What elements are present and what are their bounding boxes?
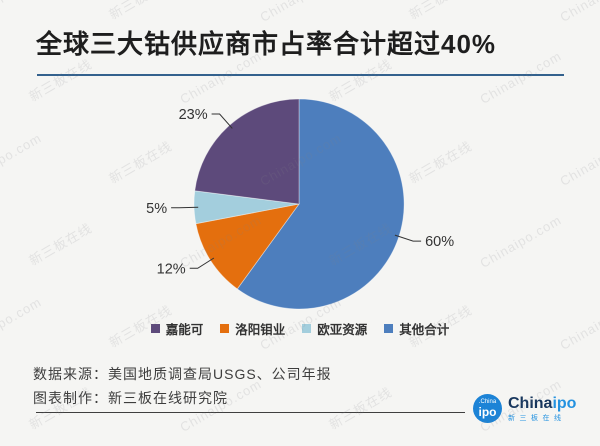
badge-top-text: .China (478, 398, 497, 405)
pie-slice-3 (194, 98, 300, 205)
chart-legend: 嘉能可 洛阳钼业 欧亚资源 其他合计 (0, 319, 600, 338)
title-divider (37, 74, 564, 76)
legend-item-1: 洛阳钼业 (220, 319, 285, 338)
leader-line-2 (171, 206, 199, 209)
legend-label: 洛阳钼业 (235, 323, 286, 337)
legend-item-3: 其他合计 (384, 319, 449, 338)
data-source-line: 数据来源：美国地质调查局USGS、公司年报 (33, 366, 332, 382)
footer-divider (36, 412, 465, 413)
data-label-3: 23% (179, 107, 208, 123)
chinaipo-wordmark: Chinaipo 新三板在线 (508, 394, 577, 422)
legend-swatch-icon (384, 324, 394, 333)
legend-item-2: 欧亚资源 (302, 319, 367, 338)
legend-swatch-icon (220, 324, 230, 333)
legend-label: 嘉能可 (165, 323, 204, 337)
data-label-2: 5% (146, 201, 167, 217)
wordmark-china: China (508, 394, 553, 412)
page-title: 全球三大钴供应商市占率合计超过40% (36, 29, 497, 59)
data-label-0: 60% (425, 234, 454, 250)
legend-label: 其他合计 (399, 323, 450, 337)
data-label-1: 12% (157, 261, 186, 277)
leader-line-0 (394, 234, 422, 242)
legend-swatch-icon (150, 324, 160, 333)
chinaipo-logo: .China ipo Chinaipo 新三板在线 (473, 394, 576, 423)
chart-maker-line: 图表制作：新三板在线研究院 (33, 390, 228, 406)
chinaipo-badge-icon: .China ipo (473, 394, 502, 423)
legend-swatch-icon (302, 324, 312, 333)
legend-item-0: 嘉能可 (150, 319, 204, 338)
wordmark-ipo: ipo (552, 394, 577, 412)
badge-main-text: ipo (478, 404, 497, 419)
wordmark-subtitle: 新三板在线 (508, 414, 566, 422)
leader-line-3 (211, 113, 233, 129)
legend-label: 欧亚资源 (317, 323, 368, 337)
leader-line-1 (189, 257, 215, 269)
